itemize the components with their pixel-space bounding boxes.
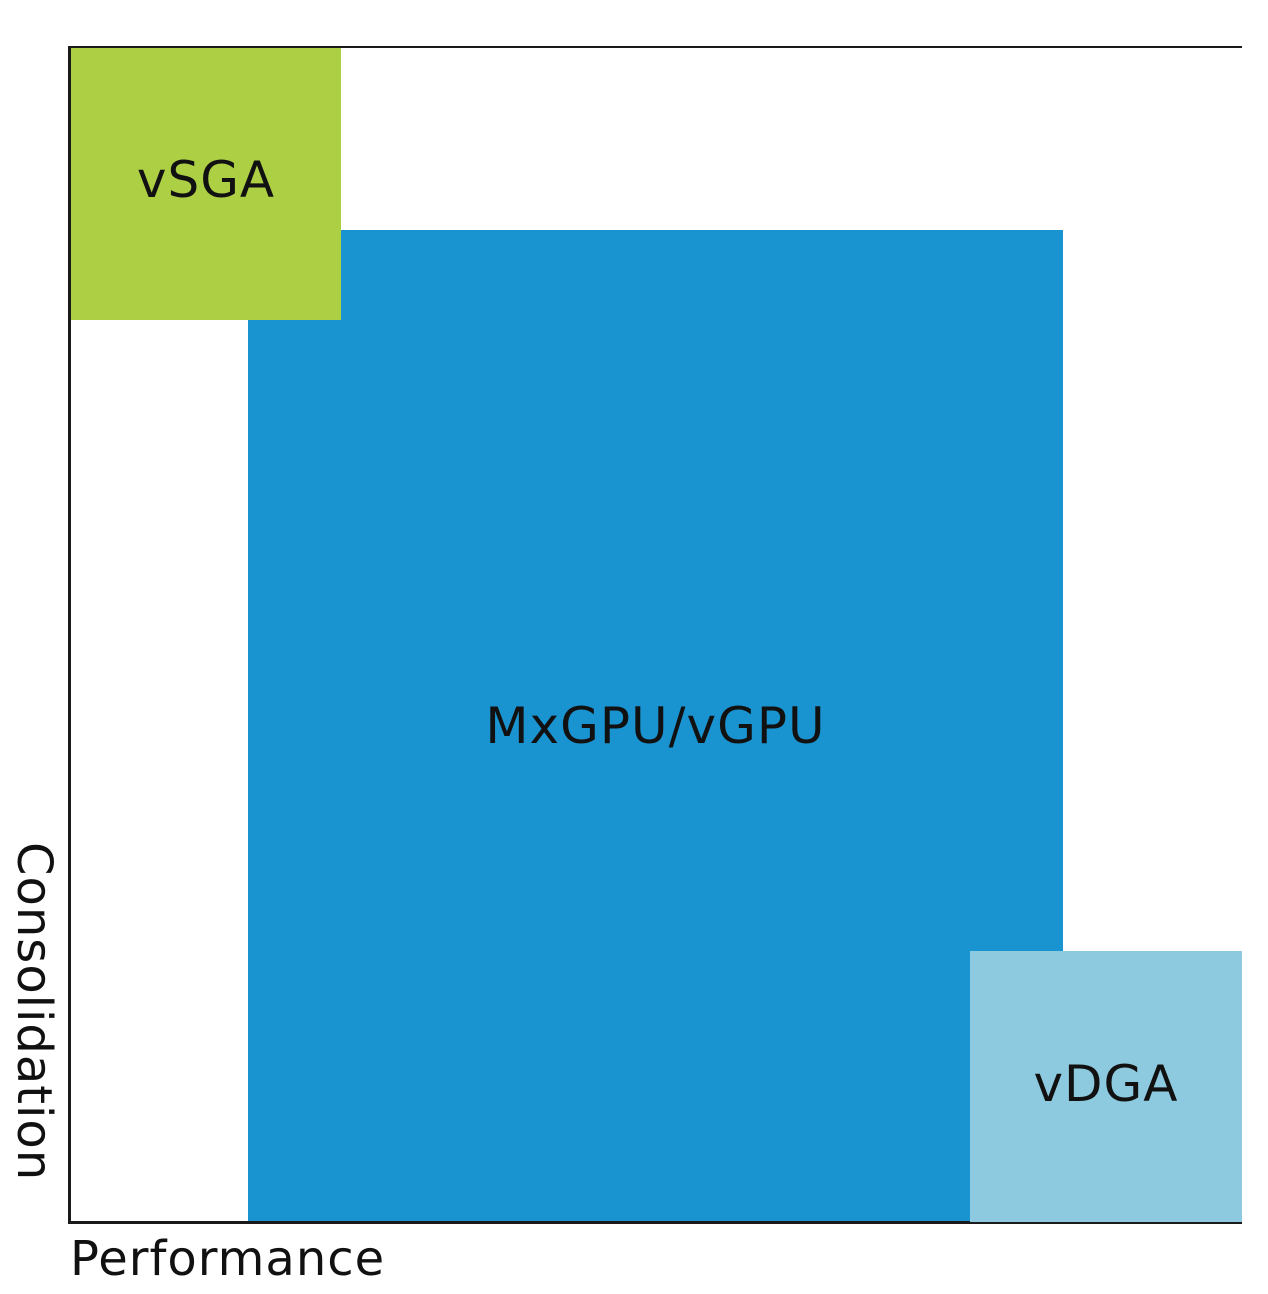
top-border-line	[68, 46, 1242, 48]
region-vdga-label: vDGA	[1033, 1055, 1179, 1113]
region-vsga: vSGA	[71, 48, 341, 320]
region-mxgpu-vgpu-label: MxGPU/vGPU	[485, 697, 826, 755]
region-vdga: vDGA	[970, 951, 1242, 1222]
region-vsga-label: vSGA	[136, 151, 276, 209]
y-axis-line	[68, 46, 71, 1224]
region-mxgpu-vgpu: MxGPU/vGPU	[248, 230, 1063, 1222]
x-axis-label: Performance	[70, 1231, 386, 1287]
x-axis-line	[68, 1221, 1242, 1224]
y-axis-label: Consolidation	[6, 842, 62, 1182]
